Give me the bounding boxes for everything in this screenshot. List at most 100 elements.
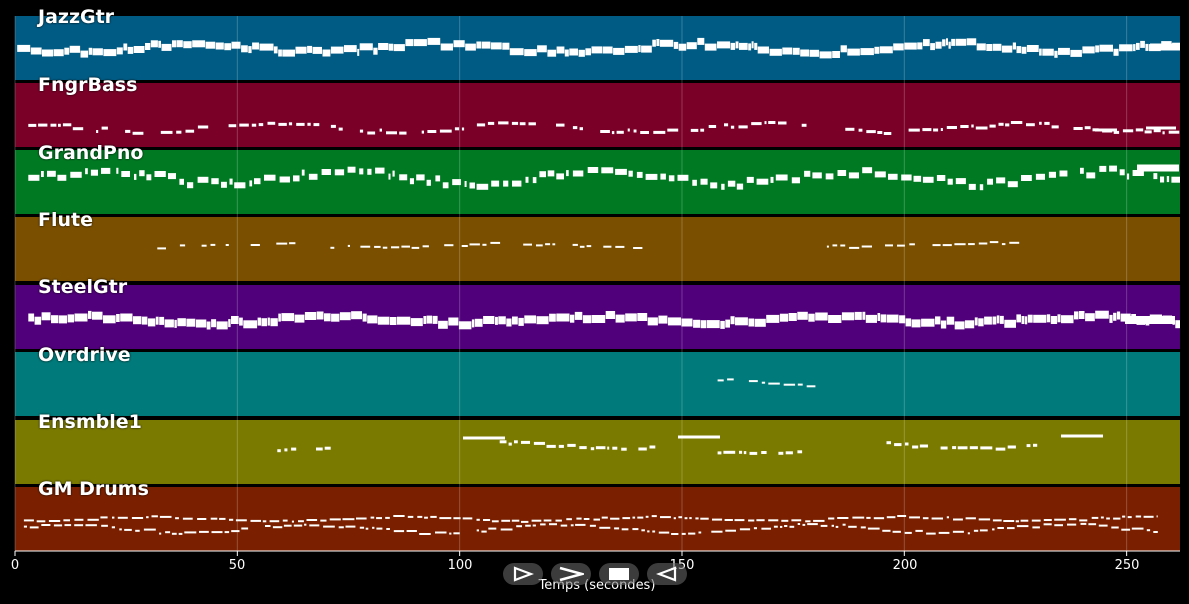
note bbox=[579, 245, 585, 248]
note bbox=[146, 516, 149, 519]
play-button[interactable] bbox=[503, 563, 543, 585]
play-left-outline-icon bbox=[656, 566, 677, 582]
note bbox=[41, 524, 51, 526]
note bbox=[1106, 517, 1110, 520]
note bbox=[695, 517, 699, 520]
note bbox=[748, 519, 755, 522]
note bbox=[867, 527, 880, 530]
note bbox=[199, 530, 209, 533]
note bbox=[885, 244, 893, 247]
note bbox=[880, 314, 887, 323]
note bbox=[449, 532, 452, 535]
note bbox=[184, 531, 197, 534]
note bbox=[345, 525, 356, 528]
note bbox=[304, 523, 307, 526]
note bbox=[225, 244, 229, 246]
note bbox=[616, 130, 624, 134]
note bbox=[922, 517, 929, 520]
note bbox=[320, 519, 327, 522]
note bbox=[605, 311, 616, 319]
note bbox=[845, 127, 855, 131]
note bbox=[51, 315, 59, 324]
note bbox=[602, 46, 613, 54]
note bbox=[1007, 181, 1018, 188]
note bbox=[1079, 519, 1088, 522]
note bbox=[1043, 519, 1052, 521]
note bbox=[649, 445, 656, 449]
note bbox=[357, 48, 360, 56]
note bbox=[698, 531, 702, 534]
note bbox=[1168, 130, 1180, 134]
note bbox=[165, 531, 171, 534]
note bbox=[964, 320, 975, 329]
note bbox=[967, 532, 970, 535]
stop-button[interactable] bbox=[599, 563, 639, 585]
note bbox=[723, 450, 736, 454]
note bbox=[1025, 316, 1028, 325]
note bbox=[862, 167, 873, 174]
note bbox=[36, 520, 46, 523]
note bbox=[955, 178, 966, 185]
note bbox=[386, 131, 397, 135]
note bbox=[640, 131, 649, 134]
note bbox=[583, 518, 590, 520]
note bbox=[1099, 165, 1107, 172]
note bbox=[1121, 528, 1131, 531]
note bbox=[239, 123, 249, 127]
note bbox=[490, 42, 502, 50]
note bbox=[448, 317, 459, 326]
forward-button[interactable] bbox=[551, 563, 591, 585]
note bbox=[624, 45, 638, 53]
note bbox=[330, 246, 335, 249]
note bbox=[324, 313, 331, 322]
note bbox=[978, 318, 984, 327]
note bbox=[41, 171, 44, 177]
note bbox=[566, 170, 569, 177]
note bbox=[186, 318, 196, 327]
note bbox=[150, 40, 158, 48]
note bbox=[888, 173, 898, 180]
note bbox=[711, 530, 723, 533]
note bbox=[338, 127, 343, 131]
rewind-button[interactable] bbox=[647, 563, 687, 585]
note bbox=[67, 314, 74, 323]
note bbox=[439, 129, 452, 133]
note bbox=[960, 125, 969, 128]
note bbox=[769, 48, 782, 56]
note bbox=[442, 182, 449, 189]
note-strip bbox=[28, 165, 1180, 191]
note bbox=[316, 311, 324, 320]
note bbox=[539, 171, 546, 178]
note bbox=[100, 516, 108, 519]
note bbox=[1113, 48, 1119, 56]
note bbox=[528, 122, 536, 126]
track-label-ensmble1: Ensmble1 bbox=[38, 411, 142, 433]
note bbox=[50, 123, 57, 127]
note bbox=[1122, 129, 1134, 133]
note bbox=[980, 446, 993, 450]
note bbox=[259, 43, 274, 51]
x-tick-label: 200 bbox=[892, 558, 918, 573]
note bbox=[625, 313, 637, 322]
note bbox=[802, 523, 806, 526]
note bbox=[252, 42, 259, 50]
note bbox=[589, 524, 596, 527]
note bbox=[751, 41, 754, 49]
track-label-ovrdrive: Ovrdrive bbox=[38, 344, 131, 366]
note bbox=[721, 183, 725, 190]
note bbox=[978, 242, 988, 245]
note bbox=[667, 317, 681, 326]
note bbox=[179, 178, 184, 185]
note bbox=[334, 169, 345, 176]
note bbox=[946, 126, 957, 129]
note bbox=[177, 318, 186, 327]
note bbox=[28, 123, 37, 127]
note bbox=[564, 49, 569, 57]
note bbox=[647, 530, 650, 533]
stop-icon bbox=[609, 568, 629, 580]
note bbox=[88, 310, 92, 319]
note bbox=[251, 123, 257, 127]
note bbox=[976, 43, 986, 51]
note bbox=[1080, 167, 1084, 174]
note bbox=[279, 176, 290, 183]
